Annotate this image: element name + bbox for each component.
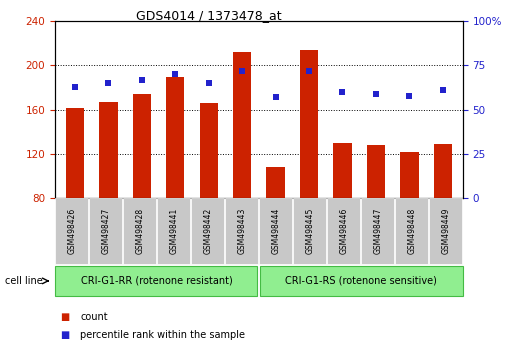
Text: ■: ■ — [60, 330, 70, 339]
Point — [439, 87, 447, 93]
Bar — [266, 167, 285, 198]
Text: GSM498428: GSM498428 — [135, 208, 144, 254]
Point — [338, 89, 347, 95]
Point — [171, 72, 179, 77]
Point — [405, 93, 414, 98]
Text: GSM498441: GSM498441 — [169, 208, 178, 254]
Bar — [367, 145, 385, 198]
Text: GSM498445: GSM498445 — [305, 208, 314, 254]
Text: GSM498448: GSM498448 — [407, 208, 416, 254]
Point — [372, 91, 380, 97]
Text: CRI-G1-RS (rotenone sensitive): CRI-G1-RS (rotenone sensitive) — [285, 276, 437, 286]
Text: GSM498446: GSM498446 — [339, 208, 348, 254]
Text: cell line: cell line — [5, 276, 43, 286]
Bar — [333, 143, 351, 198]
Point — [305, 68, 313, 74]
Text: GSM498449: GSM498449 — [441, 208, 450, 254]
Text: GSM498447: GSM498447 — [373, 208, 382, 254]
Point — [71, 84, 79, 90]
Bar — [66, 108, 84, 198]
Text: GSM498426: GSM498426 — [67, 208, 76, 254]
Text: count: count — [80, 312, 108, 322]
Bar — [99, 102, 118, 198]
Text: GSM498442: GSM498442 — [203, 208, 212, 254]
Bar — [133, 94, 151, 198]
Text: GSM498444: GSM498444 — [271, 208, 280, 254]
Text: ■: ■ — [60, 312, 70, 322]
Bar — [400, 152, 418, 198]
Bar — [300, 50, 318, 198]
Text: CRI-G1-RR (rotenone resistant): CRI-G1-RR (rotenone resistant) — [81, 276, 233, 286]
Text: percentile rank within the sample: percentile rank within the sample — [80, 330, 245, 339]
Point — [238, 68, 246, 74]
Bar — [200, 103, 218, 198]
Text: GSM498427: GSM498427 — [101, 208, 110, 254]
Text: GSM498443: GSM498443 — [237, 208, 246, 254]
Bar — [166, 76, 185, 198]
Bar — [233, 52, 252, 198]
Bar — [434, 144, 452, 198]
Point — [104, 80, 112, 86]
Point — [138, 77, 146, 82]
Point — [271, 95, 280, 100]
Point — [204, 80, 213, 86]
Text: GDS4014 / 1373478_at: GDS4014 / 1373478_at — [137, 9, 282, 22]
